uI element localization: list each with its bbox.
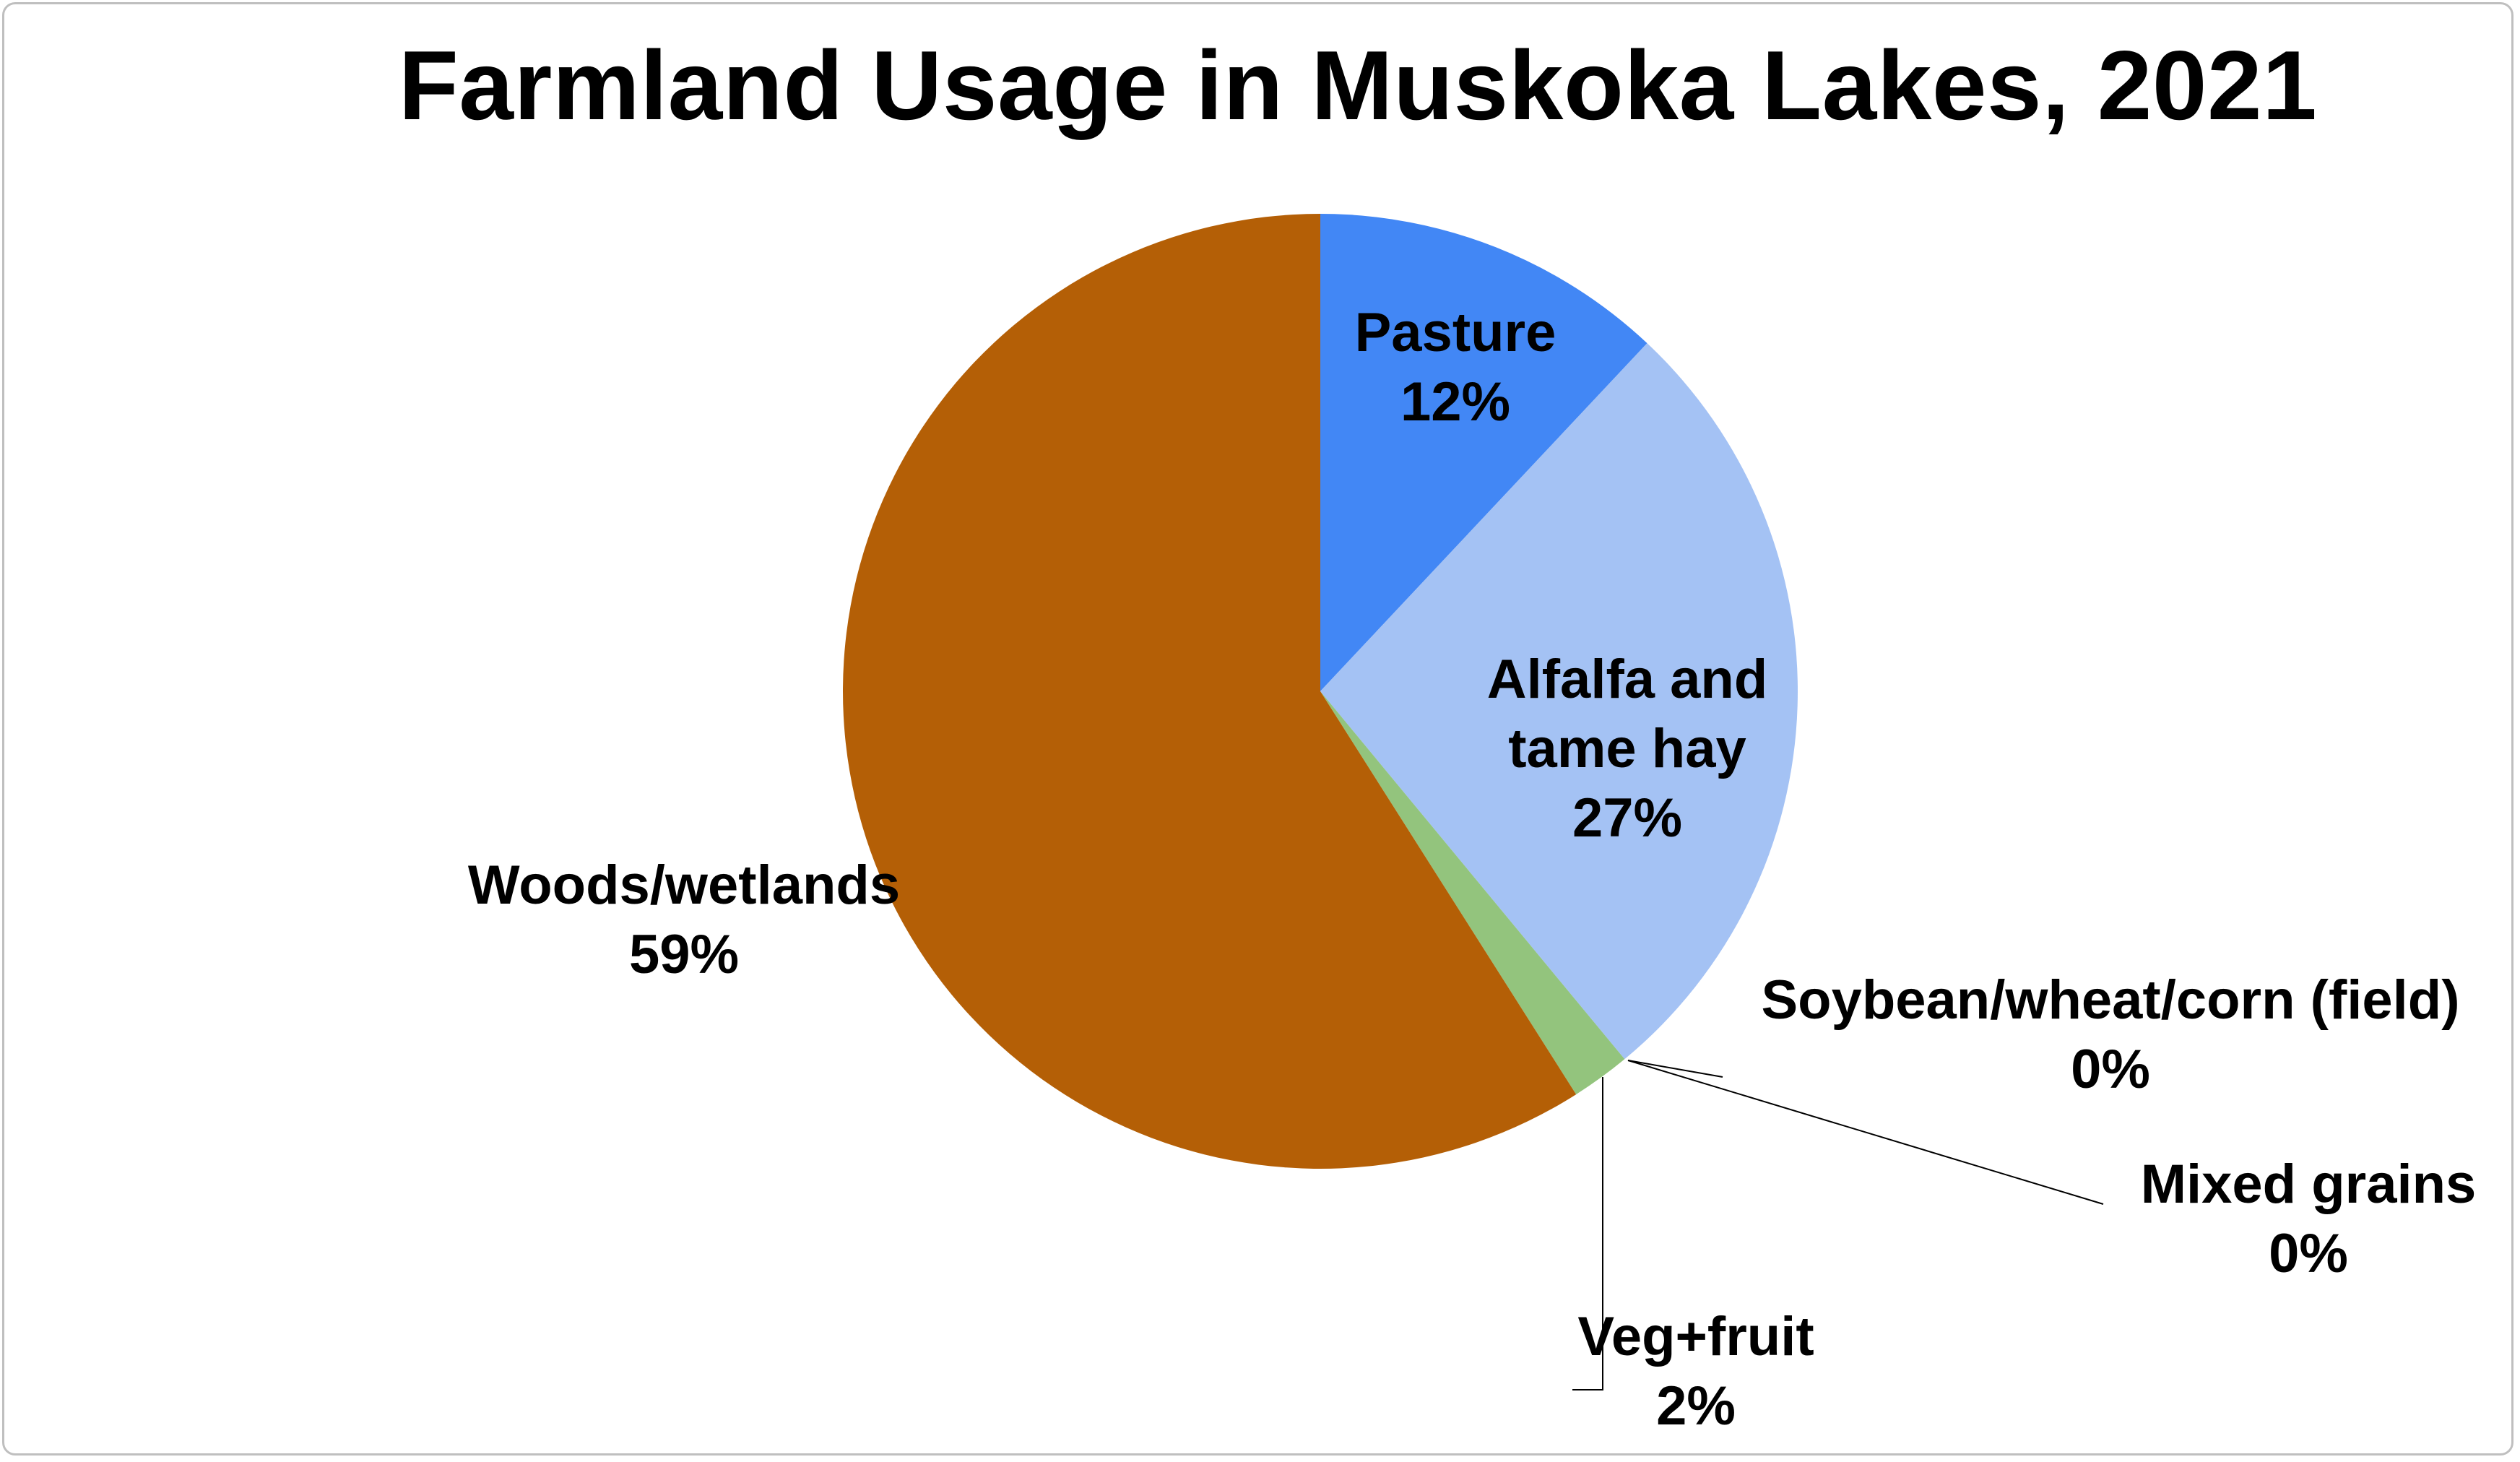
pie-slice-woods-wetlands bbox=[842, 214, 1577, 1169]
data-label-mixed-grains: Mixed grains 0% bbox=[2141, 1154, 2477, 1284]
leader-line-soybean-wheat-corn-field bbox=[1627, 1060, 1723, 1078]
data-label-pasture: Pasture 12% bbox=[1355, 302, 1556, 433]
slice-labels: Pasture 12% Alfalfa and tame hay 27% Soybean/… bbox=[468, 302, 2476, 1437]
data-label-veg-fruit: Veg+fruit 2% bbox=[1577, 1306, 1814, 1437]
data-label-woods-wetlands: Woods/wetlands 59% bbox=[468, 855, 900, 985]
pie-slices bbox=[842, 214, 1798, 1169]
leader-lines bbox=[1572, 1060, 2104, 1390]
data-label-soybean-wheat-corn-field: Soybean/wheat/corn (field) 0% bbox=[1761, 969, 2459, 1100]
data-label-alfalfa-and-tame-hay: Alfalfa and tame hay 27% bbox=[1487, 649, 1768, 849]
leader-line-mixed-grains bbox=[1627, 1060, 2104, 1205]
pie-slice-veg-fruit bbox=[1320, 691, 1625, 1095]
pie-slice-alfalfa-and-tame-hay bbox=[1320, 343, 1798, 1060]
chart-title: Farmland Usage in Muskoka Lakes, 2021 bbox=[398, 30, 2318, 140]
leader-line-veg-fruit bbox=[1572, 1077, 1603, 1390]
pie-slice-pasture bbox=[1320, 214, 1647, 691]
